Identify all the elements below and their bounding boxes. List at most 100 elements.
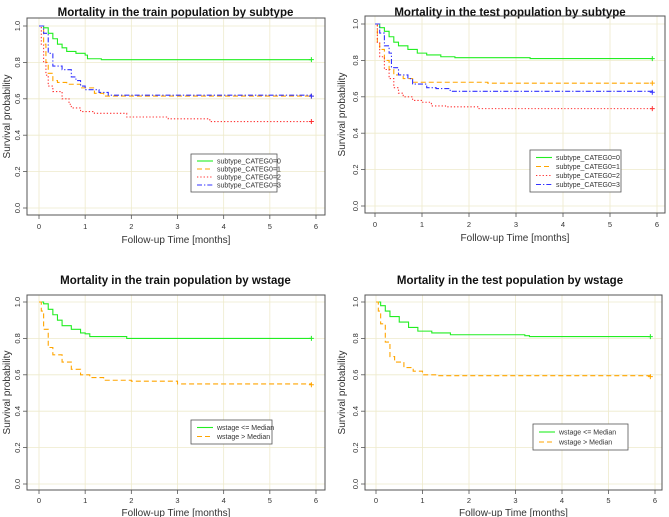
y-tick-label: 0.4 (351, 128, 360, 138)
x-tick-label: 0 (37, 496, 41, 505)
censor-mark (308, 382, 314, 388)
survival-curve-0 (376, 301, 651, 338)
legend-label-0: subtype_CATEG0=0 (556, 155, 620, 162)
x-tick-label: 2 (467, 220, 471, 229)
x-axis-label: Follow-up Time [months] (459, 508, 568, 517)
chart-test-subtype: Mortality in the test population by subt… (337, 7, 666, 244)
x-tick-label: 3 (175, 222, 179, 231)
y-tick-label: 0.0 (351, 479, 360, 489)
x-tick-label: 5 (268, 496, 272, 505)
x-tick-label: 6 (314, 222, 318, 231)
x-tick-label: 5 (606, 496, 610, 505)
legend-label-0: wstage <= Median (558, 430, 616, 437)
y-tick-label: 1.0 (13, 297, 22, 307)
x-tick-label: 6 (653, 496, 657, 505)
legend-label-3: subtype_CATEG0=3 (556, 182, 620, 189)
legend-label-1: wstage > Median (558, 440, 612, 447)
y-tick-label: 0.0 (351, 201, 360, 211)
censor-mark (649, 89, 655, 95)
chart-test-wstage: Mortality in the test population by wsta… (337, 275, 663, 517)
chart-title: Mortality in the train population by sub… (58, 7, 294, 19)
y-tick-label: 1.0 (351, 297, 360, 307)
y-tick-label: 0.6 (351, 370, 360, 380)
x-tick-label: 3 (175, 496, 179, 505)
plot-frame (364, 294, 663, 491)
x-tick-label: 2 (129, 222, 133, 231)
censor-mark (308, 57, 314, 63)
y-tick-label: 1.0 (351, 19, 360, 29)
y-tick-label: 0.2 (13, 442, 22, 452)
survival-curve-1 (39, 301, 312, 385)
y-tick-label: 0.0 (13, 479, 22, 489)
survival-curve-1 (39, 25, 312, 97)
legend-label-1: wstage > Median (216, 434, 270, 441)
survival-curve-3 (375, 23, 653, 93)
y-tick-label: 0.8 (13, 333, 22, 343)
censor-mark (649, 56, 655, 62)
legend-label-2: subtype_CATEG0=2 (556, 173, 620, 180)
chart-title: Mortality in the test population by wsta… (397, 275, 623, 287)
y-tick-label: 0.8 (351, 333, 360, 343)
survival-curve-1 (375, 23, 653, 84)
x-axis-label: Follow-up Time [months] (122, 235, 231, 246)
x-tick-label: 4 (560, 496, 564, 505)
x-tick-label: 4 (222, 496, 226, 505)
chart-title: Mortality in the train population by wst… (60, 275, 291, 287)
x-tick-label: 6 (655, 220, 659, 229)
x-tick-label: 6 (314, 496, 318, 505)
survival-curve-0 (39, 25, 312, 61)
legend-label-1: subtype_CATEG0=1 (556, 164, 620, 171)
y-tick-label: 0.8 (13, 57, 22, 67)
x-tick-label: 2 (467, 496, 471, 505)
y-tick-label: 0.0 (13, 203, 22, 213)
x-tick-label: 0 (373, 220, 377, 229)
censor-mark (647, 374, 653, 380)
legend-label-1: subtype_CATEG0=1 (217, 167, 281, 174)
survival-curve-2 (375, 23, 653, 110)
survival-curve-0 (39, 301, 312, 339)
y-tick-label: 0.8 (351, 55, 360, 65)
x-tick-label: 4 (222, 222, 226, 231)
y-tick-label: 0.6 (13, 94, 22, 104)
survival-curve-1 (376, 301, 651, 377)
chart-title: Mortality in the test population by subt… (394, 7, 625, 19)
survival-curve-3 (39, 25, 312, 97)
y-tick-label: 1.0 (13, 21, 22, 31)
legend-label-0: wstage <= Median (216, 425, 274, 432)
legend-label-3: subtype_CATEG0=3 (217, 183, 281, 190)
x-tick-label: 1 (420, 220, 424, 229)
x-tick-label: 3 (513, 496, 517, 505)
y-tick-label: 0.4 (13, 406, 22, 416)
y-axis-label: Survival probability (2, 351, 13, 435)
x-tick-label: 4 (561, 220, 565, 229)
x-tick-label: 2 (129, 496, 133, 505)
y-tick-label: 0.4 (351, 406, 360, 416)
y-axis-label: Survival probability (2, 75, 13, 159)
x-axis-label: Follow-up Time [months] (122, 508, 231, 517)
y-tick-label: 0.4 (13, 130, 22, 140)
x-tick-label: 0 (374, 496, 378, 505)
survival-curve-2 (39, 25, 312, 123)
censor-mark (649, 80, 655, 86)
chart-train-subtype: Mortality in the train population by sub… (2, 7, 326, 246)
x-tick-label: 1 (420, 496, 424, 505)
legend-label-0: subtype_CATEG0=0 (217, 159, 281, 166)
y-axis-label: Survival probability (337, 351, 348, 435)
y-axis-label: Survival probability (337, 73, 348, 157)
y-tick-label: 0.2 (351, 442, 360, 452)
legend-box (190, 419, 273, 445)
y-tick-label: 0.6 (13, 370, 22, 380)
censor-mark (308, 119, 314, 125)
legend-box (532, 423, 629, 451)
x-tick-label: 5 (268, 222, 272, 231)
y-tick-label: 0.6 (351, 92, 360, 102)
x-axis-label: Follow-up Time [months] (461, 233, 570, 244)
censor-mark (308, 93, 314, 99)
chart-train-wstage: Mortality in the train population by wst… (2, 275, 326, 517)
y-tick-label: 0.2 (13, 166, 22, 176)
x-tick-label: 1 (83, 496, 87, 505)
x-tick-label: 1 (83, 222, 87, 231)
legend-label-2: subtype_CATEG0=2 (217, 175, 281, 182)
plot-frame (26, 294, 326, 491)
y-tick-label: 0.2 (351, 164, 360, 174)
